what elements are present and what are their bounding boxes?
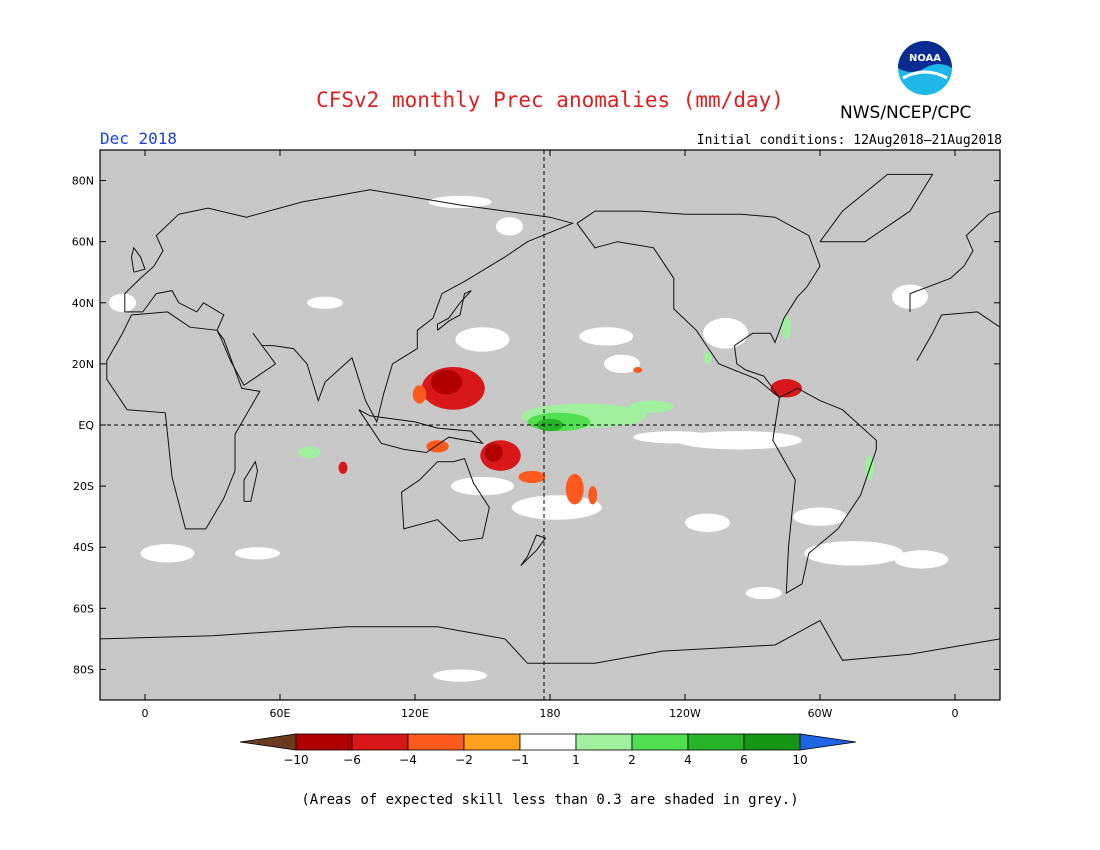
- legend-arrow-high: [799, 733, 857, 751]
- legend-label-6: 2: [628, 753, 636, 767]
- legend-label-5: 1: [572, 753, 580, 767]
- legend-label-4: −1: [511, 753, 529, 767]
- legend-label-2: −4: [399, 753, 417, 767]
- anomaly-central-pacific-dry: [633, 366, 643, 374]
- coastline-indonesia: [358, 409, 484, 454]
- coastline-uk: [130, 246, 146, 273]
- lon-label-1: 60E: [270, 707, 291, 720]
- lat-label-40S: 40S: [73, 541, 94, 554]
- coastline-north-america: [576, 210, 821, 398]
- white-patch-8: [140, 544, 195, 563]
- anomaly-caribbean-dry: [770, 379, 802, 398]
- white-patch-20: [433, 669, 487, 682]
- white-patch-12: [685, 513, 730, 532]
- coastline-japan: [437, 290, 472, 331]
- white-patch-18: [496, 217, 523, 236]
- white-patch-2: [604, 354, 640, 374]
- coastline-antarctica: [100, 619, 1000, 664]
- anomaly-indian-ocean-dry: [338, 461, 348, 474]
- white-patch-3: [703, 318, 748, 349]
- white-patch-0: [455, 327, 510, 352]
- lat-label-60S: 60S: [73, 602, 94, 615]
- lat-label-EQ: EQ: [78, 419, 94, 432]
- anomaly-maritime-dry: [426, 440, 449, 453]
- coastline-south-america: [772, 387, 877, 594]
- white-patch-10: [804, 541, 904, 566]
- valid-month-label: Dec 2018: [100, 129, 178, 148]
- lat-label-60N: 60N: [72, 236, 94, 249]
- map-title: CFSv2 monthly Prec anomalies (mm/day): [316, 88, 784, 112]
- white-patch-16: [307, 296, 343, 309]
- legend-label-9: 10: [792, 753, 807, 767]
- coastline-south-america-wrap: [0, 388, 66, 495]
- legend-swatch-5: [575, 733, 633, 751]
- white-patch-6: [511, 495, 602, 520]
- anomaly-mexico-wet: [703, 351, 712, 364]
- white-patch-1: [579, 327, 634, 346]
- legend-swatch-4: [519, 733, 577, 751]
- noaa-logo: NOAA: [895, 38, 955, 98]
- lon-label-2: 120E: [401, 707, 429, 720]
- legend-label-8: 6: [740, 753, 748, 767]
- legend-label-0: −10: [283, 753, 308, 767]
- anomaly-south-pacific-dry: [565, 473, 584, 505]
- coastline-greenland: [819, 173, 934, 243]
- coastline-africa-wrap: [916, 311, 1000, 362]
- legend-swatch-0: [295, 733, 353, 751]
- lon-label-4: 120W: [669, 707, 701, 720]
- white-patch-19: [745, 586, 782, 600]
- legend-label-7: 4: [684, 753, 692, 767]
- legend-swatch-7: [687, 733, 745, 751]
- legend-swatch-2: [407, 733, 465, 751]
- anomaly-equatorial-wet-east: [628, 400, 674, 413]
- anomaly-west-pacific-dry-core: [430, 370, 463, 395]
- lon-label-5: 60W: [808, 707, 833, 720]
- low-anomaly-areas: [109, 195, 949, 682]
- initial-conditions-label: Initial conditions: 12Aug2018–21Aug2018: [696, 133, 1002, 148]
- legend-swatch-1: [351, 733, 409, 751]
- legend-label-3: −2: [455, 753, 473, 767]
- anomaly-philippines-dry: [412, 385, 427, 404]
- lat-label-20S: 20S: [73, 480, 94, 493]
- white-patch-17: [428, 195, 492, 209]
- coastline-africa: [106, 311, 261, 530]
- anomaly-gulf-stream-wet: [781, 315, 791, 340]
- noaa-logo-text: NOAA: [909, 53, 941, 64]
- color-legend: −10 −6 −4 −2 −1 1 2 4 6 10: [239, 733, 857, 767]
- legend-swatch-8: [743, 733, 801, 751]
- coastlines: [0, 173, 1000, 664]
- legend-label-1: −6: [343, 753, 361, 767]
- anomaly-png-dry-core: [484, 443, 503, 462]
- footnote: (Areas of expected skill less than 0.3 a…: [301, 792, 799, 808]
- lon-label-0: 0: [142, 707, 149, 720]
- anomaly-indian-ocean-wet: [298, 446, 321, 459]
- lat-label-40N: 40N: [72, 297, 94, 310]
- lon-label-3: 180: [540, 707, 561, 720]
- anomaly-coral-sea-dry: [518, 470, 546, 484]
- axis-ticks: 80N 60N 40N 20N EQ 20S 40S 60S 80S 0 60E 120E 180 120…: [72, 150, 1000, 720]
- lon-label-6: 0: [952, 707, 959, 720]
- anomaly-areas: [298, 315, 874, 505]
- legend-arrow-low: [239, 733, 297, 751]
- white-patch-11: [894, 550, 949, 569]
- white-patch-7: [451, 476, 514, 496]
- coastline-eurasia-wrap: [909, 210, 1000, 312]
- lat-label-20N: 20N: [72, 358, 94, 371]
- coastline-new-zealand: [520, 534, 547, 566]
- agency-label: NWS/NCEP/CPC: [840, 103, 972, 123]
- white-patch-13: [793, 507, 847, 526]
- legend-swatch-3: [463, 733, 521, 751]
- legend-swatch-6: [631, 733, 689, 751]
- coastline-australia: [401, 457, 490, 542]
- white-patch-5: [633, 431, 715, 444]
- white-patch-9: [235, 547, 280, 560]
- coastline-eurasia: [124, 189, 575, 424]
- lat-label-80N: 80N: [72, 175, 94, 188]
- lat-label-80S: 80S: [73, 663, 94, 676]
- anomaly-south-pacific-dry-2: [588, 486, 598, 505]
- white-patch-14: [109, 293, 136, 312]
- coastline-madagascar: [243, 460, 259, 502]
